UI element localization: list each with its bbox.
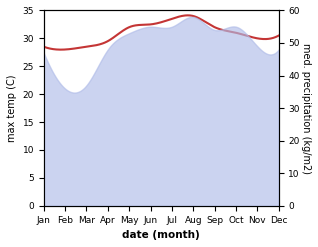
X-axis label: date (month): date (month) (122, 230, 200, 240)
Y-axis label: med. precipitation (kg/m2): med. precipitation (kg/m2) (301, 43, 311, 174)
Y-axis label: max temp (C): max temp (C) (7, 74, 17, 142)
